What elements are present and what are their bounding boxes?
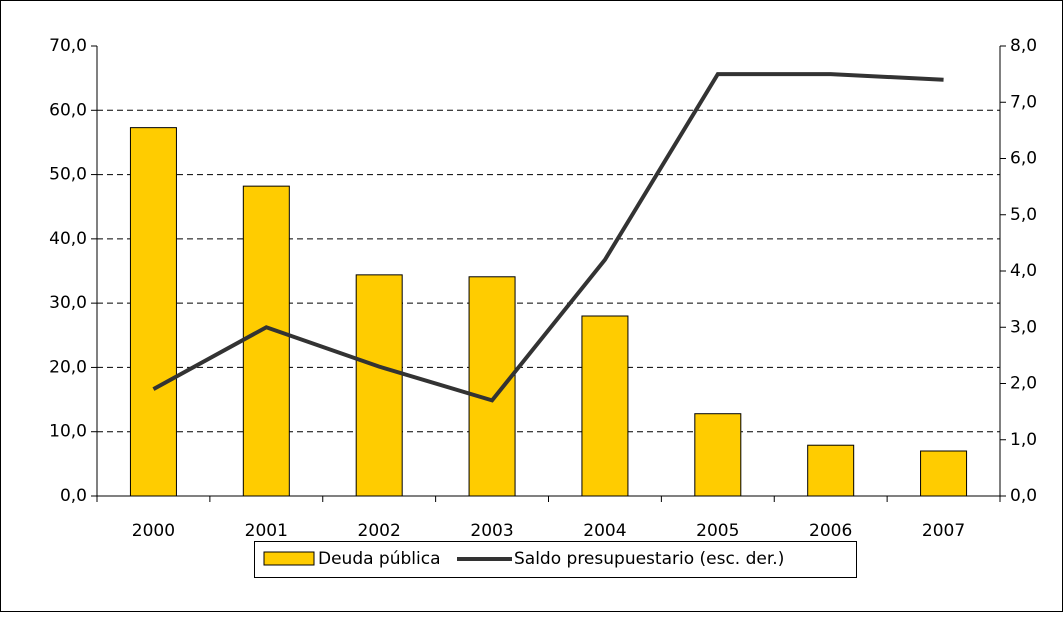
y-tick-label: 20,0 [49, 357, 87, 377]
legend-label: Saldo presupuestario (esc. der.) [514, 549, 784, 569]
y2-tick-label: 7,0 [1010, 92, 1037, 112]
y-tick-label: 10,0 [49, 422, 87, 442]
legend-box [254, 541, 857, 578]
x-tick-label: 2001 [245, 521, 288, 541]
y2-tick-label: 2,0 [1010, 374, 1037, 394]
legend-swatch [263, 551, 315, 566]
x-tick-label: 2000 [132, 521, 175, 541]
y2-tick-label: 1,0 [1010, 430, 1037, 450]
y-tick-label: 30,0 [49, 293, 87, 313]
y2-tick-label: 4,0 [1010, 261, 1037, 281]
y-tick-label: 0,0 [60, 486, 87, 506]
y-tick-label: 50,0 [49, 165, 87, 185]
y2-tick-label: 0,0 [1010, 486, 1037, 506]
x-tick-label: 2003 [470, 521, 513, 541]
y2-tick-label: 3,0 [1010, 317, 1037, 337]
y-tick-label: 40,0 [49, 229, 87, 249]
bar [468, 276, 516, 497]
x-tick-label: 2005 [696, 521, 739, 541]
y2-tick-label: 6,0 [1010, 149, 1037, 169]
bar [129, 127, 177, 497]
x-tick-label: 2002 [358, 521, 401, 541]
bar [581, 315, 629, 497]
y2-tick-label: 5,0 [1010, 205, 1037, 225]
y2-tick-label: 8,0 [1010, 36, 1037, 56]
y-tick-label: 60,0 [49, 100, 87, 120]
bar [355, 274, 403, 497]
bar [242, 185, 290, 497]
bar [920, 450, 968, 497]
line [152, 72, 944, 403]
bar [807, 444, 855, 497]
x-tick-label: 2006 [809, 521, 852, 541]
legend-label: Deuda pública [318, 549, 441, 569]
x-tick-label: 2004 [583, 521, 626, 541]
x-tick-label: 2007 [922, 521, 965, 541]
y-tick-label: 70,0 [49, 36, 87, 56]
bar [694, 413, 742, 497]
